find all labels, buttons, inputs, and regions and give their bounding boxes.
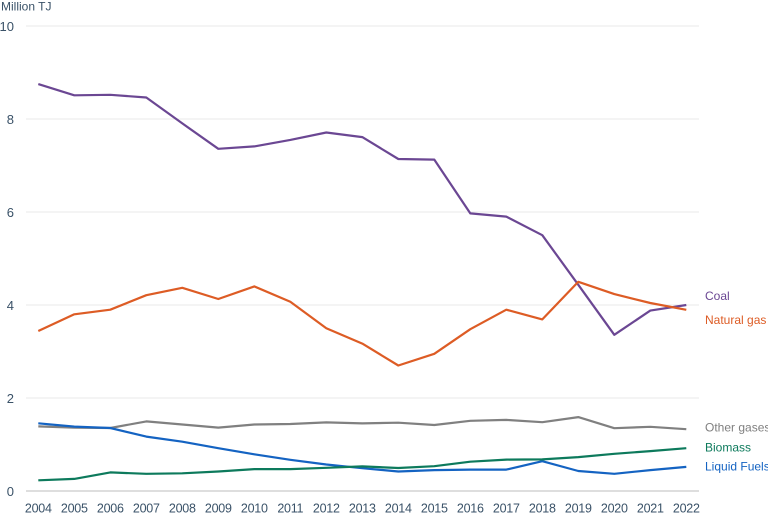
svg-text:2: 2 [7,391,14,406]
svg-text:2014: 2014 [385,502,412,516]
svg-text:8: 8 [7,112,14,127]
svg-text:2020: 2020 [601,502,628,516]
svg-text:2011: 2011 [277,502,303,516]
svg-text:2006: 2006 [97,502,124,516]
svg-text:Other gases: Other gases [705,421,768,435]
svg-text:2004: 2004 [25,502,52,516]
svg-text:0: 0 [7,484,14,499]
svg-text:2016: 2016 [457,502,484,516]
svg-text:2010: 2010 [241,502,268,516]
svg-text:2015: 2015 [421,502,448,516]
svg-text:2009: 2009 [205,502,232,516]
svg-text:Biomass: Biomass [705,441,751,455]
svg-text:2012: 2012 [313,502,340,516]
svg-text:2021: 2021 [637,502,664,516]
svg-text:2022: 2022 [673,502,700,516]
svg-text:2017: 2017 [493,502,520,516]
svg-text:2018: 2018 [529,502,556,516]
svg-text:6: 6 [7,205,14,220]
svg-text:2019: 2019 [565,502,592,516]
svg-text:Natural gas: Natural gas [705,313,766,327]
svg-text:Liquid Fuels: Liquid Fuels [705,460,768,474]
svg-text:Coal: Coal [705,289,730,303]
svg-text:Million TJ: Million TJ [1,0,51,14]
svg-text:2007: 2007 [133,502,160,516]
svg-text:2013: 2013 [349,502,376,516]
svg-text:10: 10 [0,19,14,34]
svg-text:2005: 2005 [61,502,88,516]
svg-text:4: 4 [7,298,14,313]
svg-text:2008: 2008 [169,502,196,516]
